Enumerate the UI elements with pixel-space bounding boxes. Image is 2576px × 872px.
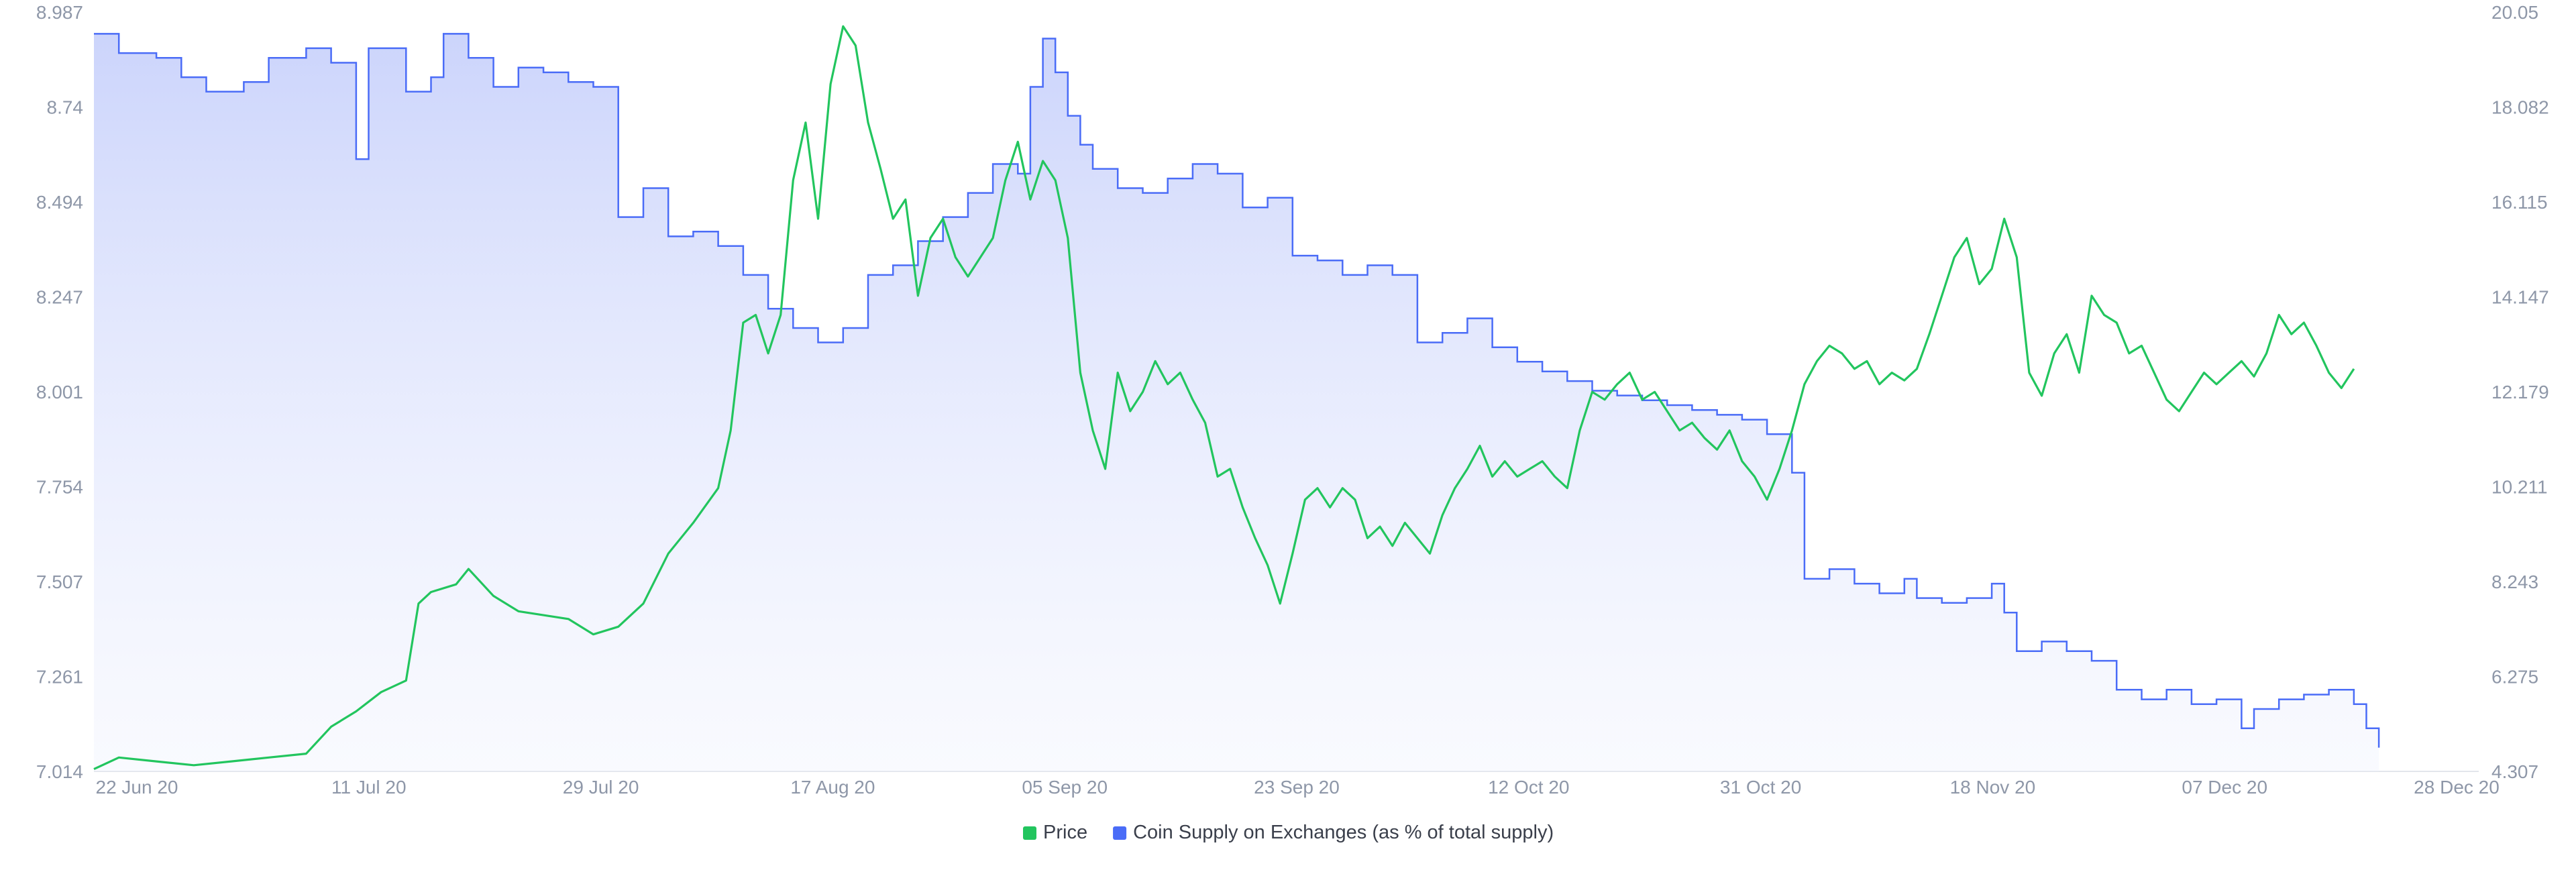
x-tick-label: 07 Dec 20	[2182, 777, 2267, 798]
chart-legend: Price Coin Supply on Exchanges (as % of …	[1023, 822, 1554, 843]
x-tick-label: 12 Oct 20	[1488, 777, 1569, 798]
y-right-tick-label: 14.147	[2491, 287, 2549, 308]
x-tick-label: 31 Oct 20	[1720, 777, 1801, 798]
y-left-tick-label: 7.754	[36, 477, 83, 498]
y-left-tick-label: 8.247	[36, 287, 83, 308]
coin-supply-line	[94, 33, 2380, 748]
x-tick-label: 11 Jul 20	[331, 777, 407, 798]
legend-label-price[interactable]: Price	[1043, 822, 1087, 843]
x-tick-label: 28 Dec 20	[2414, 777, 2500, 798]
y-right-tick-label: 4.307	[2491, 761, 2538, 782]
y-right-tick-label: 10.211	[2491, 477, 2548, 498]
y-right-tick-label: 16.115	[2491, 192, 2548, 213]
legend-swatch-coin-supply[interactable]	[1113, 826, 1127, 840]
y-left-tick-label: 8.001	[36, 382, 83, 402]
x-tick-label: 29 Jul 20	[563, 777, 639, 798]
y-right-tick-label: 12.179	[2491, 382, 2549, 402]
y-left-tick-label: 7.261	[36, 667, 83, 688]
y-left-tick-label: 7.507	[36, 571, 83, 592]
coin-supply-area	[94, 34, 2379, 771]
y-left-tick-label: 8.987	[36, 2, 83, 23]
y-right-tick-label: 20.05	[2491, 2, 2538, 23]
y-right-tick-label: 6.275	[2491, 667, 2538, 688]
price-line	[93, 25, 2355, 771]
legend-label-coin-supply[interactable]: Coin Supply on Exchanges (as % of total …	[1133, 822, 1554, 843]
legend-swatch-price[interactable]	[1023, 826, 1036, 840]
x-tick-label: 22 Jun 20	[96, 777, 178, 798]
x-tick-label: 23 Sep 20	[1254, 777, 1340, 798]
y-right-tick-label: 18.082	[2491, 97, 2549, 118]
x-tick-label: 18 Nov 20	[1950, 777, 2036, 798]
y-left-tick-label: 8.494	[36, 192, 83, 213]
x-tick-label: 05 Sep 20	[1022, 777, 1108, 798]
y-left-tick-label: 7.014	[36, 761, 83, 782]
y-right-tick-label: 8.243	[2491, 571, 2538, 592]
x-tick-label: 17 Aug 20	[790, 777, 875, 798]
y-left-tick-label: 8.74	[47, 97, 84, 118]
